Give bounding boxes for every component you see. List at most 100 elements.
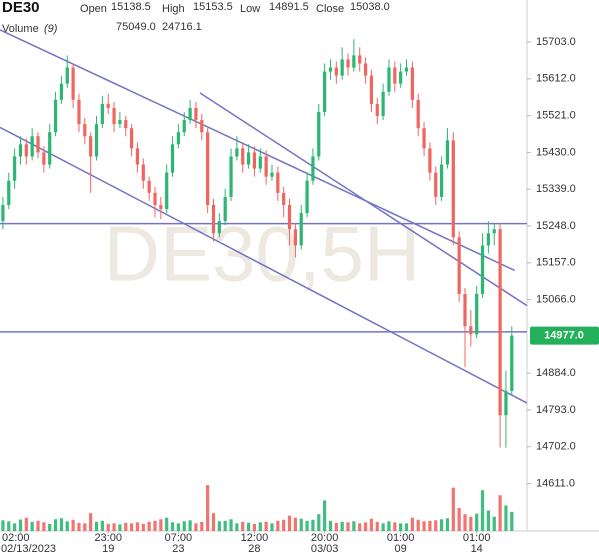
x-tick-label: 02:00	[2, 532, 30, 544]
volume-bar	[299, 518, 303, 531]
volume-bar	[229, 519, 233, 531]
candle-body	[475, 293, 479, 335]
x-date-label: 28	[248, 543, 260, 555]
candle-body	[176, 132, 181, 145]
volume-bar	[439, 519, 444, 531]
candle-body	[94, 124, 99, 157]
volume-bar	[410, 517, 414, 531]
y-tick-label: 15066.0	[536, 293, 576, 305]
candle-body	[457, 237, 461, 294]
candle-body	[159, 204, 163, 210]
candle-body	[434, 172, 438, 197]
volume-bar	[1, 520, 5, 531]
volume-bar	[334, 522, 338, 531]
candle-body	[416, 99, 420, 129]
x-date-label: 14	[471, 543, 483, 555]
volume-bar	[77, 522, 81, 531]
volume-bar	[498, 495, 502, 531]
volume-bar	[124, 522, 128, 531]
candle-body	[89, 136, 93, 157]
candle-body	[59, 83, 64, 100]
watermark: DE30,5H	[104, 210, 421, 298]
x-tick-label: 20:00	[311, 532, 339, 544]
volume-bar	[246, 522, 251, 531]
volume-bar	[223, 520, 227, 531]
candle-body	[340, 59, 344, 76]
candle-body	[428, 148, 432, 173]
candle-body	[217, 221, 221, 234]
volume-bar	[323, 500, 327, 531]
candle-body	[311, 156, 315, 181]
volume-bar	[422, 521, 426, 531]
volume-bar	[182, 521, 186, 531]
volume-bar	[24, 517, 28, 531]
volume-bar	[252, 523, 257, 531]
volume-bar	[188, 520, 192, 531]
volume-bar	[235, 523, 239, 531]
candle-body	[375, 103, 379, 117]
candle-body	[135, 148, 140, 165]
volume-bar	[53, 519, 58, 531]
y-tick-label: 15248.0	[536, 220, 576, 232]
candle-body	[129, 128, 134, 149]
y-tick-label: 14793.0	[536, 404, 576, 416]
volume-bar	[159, 519, 163, 531]
candle-body	[282, 192, 286, 205]
x-tick-label: 07:00	[165, 532, 193, 544]
candle-body	[439, 164, 444, 197]
candle-body	[83, 124, 87, 137]
candle-body	[65, 67, 69, 84]
candle-body	[223, 196, 227, 222]
candle-body	[469, 326, 473, 335]
candle-body	[492, 229, 496, 234]
candle-body	[36, 136, 40, 153]
volume-bar	[475, 513, 479, 531]
x-date-label: 23	[172, 543, 184, 555]
candle-body	[387, 67, 391, 92]
x-date-label: 19	[102, 543, 114, 555]
x-tick-label: 01:00	[463, 532, 491, 544]
candle-body	[42, 152, 46, 165]
candle-body	[404, 67, 409, 72]
volume-bar	[416, 519, 420, 531]
candle-body	[188, 107, 192, 121]
header-key: Close	[316, 3, 344, 15]
candle-body	[305, 180, 309, 214]
candle-body	[211, 204, 216, 234]
candle-body	[7, 180, 11, 205]
candle-body	[463, 293, 467, 327]
volume-bar	[65, 521, 69, 531]
volume-bar	[7, 521, 11, 531]
trendline	[199, 92, 528, 307]
header-value: 14891.5	[269, 1, 309, 13]
header-value: 15038.0	[350, 1, 390, 13]
volume-bar	[463, 514, 467, 531]
candle-body	[393, 67, 397, 84]
volume-bar	[381, 523, 385, 531]
volume-bar	[469, 516, 473, 531]
volume-bar	[358, 523, 362, 531]
candle-body	[293, 229, 297, 246]
candle-body	[182, 120, 186, 133]
volume-bar	[94, 521, 99, 531]
volume-bar	[71, 519, 75, 531]
candle-body	[317, 111, 321, 157]
candle-body	[480, 245, 485, 294]
candle-body	[100, 103, 104, 125]
volume-bar	[30, 521, 34, 531]
volume-bar	[241, 521, 245, 531]
header-key: Open	[80, 3, 107, 15]
candle-body	[369, 75, 374, 104]
header-value: 15138.5	[111, 1, 151, 13]
volume-bar	[258, 522, 262, 531]
volume-bar	[106, 523, 110, 531]
volume-bar	[293, 517, 297, 531]
candle-body	[112, 107, 116, 125]
x-date-label: 09	[395, 543, 407, 555]
y-tick-label: 15521.0	[536, 110, 576, 122]
volume-bar	[59, 518, 64, 531]
volume-bar	[352, 521, 356, 531]
volume-bar	[217, 521, 221, 531]
volume-bar	[457, 508, 461, 531]
volume-title: Volume	[2, 23, 39, 35]
